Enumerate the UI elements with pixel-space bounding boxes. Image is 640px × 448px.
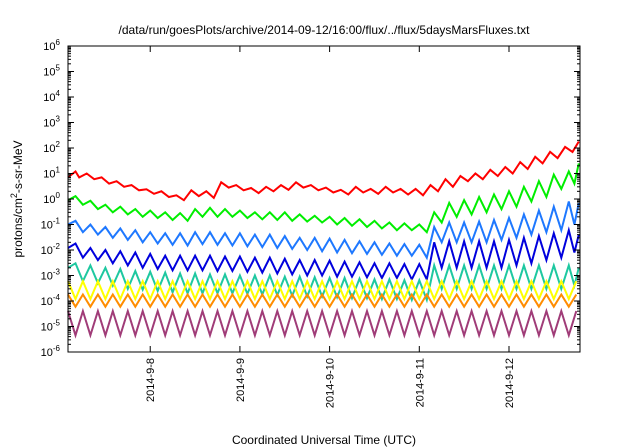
x-tick-label: 2014-9-11 [414,358,426,407]
series-line-8 [67,307,578,339]
y-tick-label-exponent: 4 [56,89,61,98]
series-line-4 [67,226,580,283]
series-line-2 [67,163,580,235]
y-tick-label: 105 [43,64,60,79]
y-tick-label: 10-5 [41,319,61,334]
y-tick-label: 103 [43,115,60,130]
y-tick-label: 101 [43,166,60,181]
series-line-3 [67,201,580,261]
y-tick-label: 10-4 [41,293,61,308]
series-line-5 [67,261,580,304]
series-line-6 [67,278,578,302]
y-tick-label-base: 10 [43,67,55,79]
y-tick-label-exponent: 6 [56,38,61,47]
x-tick-label: 2014-9-9 [235,358,247,402]
y-tick-label-base: 10 [43,118,55,130]
y-tick-label-base: 10 [43,194,55,206]
y-tick-label: 102 [43,140,60,155]
y-tick-label-base: 10 [43,169,55,181]
series-line-1 [67,140,580,202]
x-tick-label: 2014-9-12 [504,358,516,408]
y-tick-label-exponent: -6 [53,344,61,353]
y-axis: 10-610-510-410-310-210-11001011021031041… [41,38,580,359]
y-tick-label-base: 10 [43,143,55,155]
y-tick-label-exponent: 3 [56,115,61,124]
y-axis-label-superscript: 2 [9,193,19,198]
x-axis: 2014-9-8 2014-9-9 2014-9-10 2014-9-11 2014-9… [145,46,516,408]
y-axis-label-prefix: protons/cm [11,198,25,257]
y-tick-label: 104 [43,89,60,104]
plot-frame [67,45,581,353]
series-line-7 [67,292,578,309]
y-tick-label-base: 10 [41,347,53,359]
x-tick-label: 2014-9-8 [145,358,157,402]
x-axis-label: Coordinated Universal Time (UTC) [232,433,416,447]
y-tick-label: 10-6 [41,344,61,359]
y-tick-label: 106 [43,38,60,53]
y-tick-label-exponent: 5 [56,64,61,73]
y-tick-label-exponent: -4 [53,293,61,302]
y-tick-label-base: 10 [43,92,55,104]
y-tick-label: 10-3 [41,268,61,283]
y-tick-label-base: 10 [43,41,55,53]
y-tick-label-base: 10 [41,245,53,257]
series-layer [67,140,580,339]
y-tick-label: 10-1 [41,217,61,232]
y-tick-label-exponent: 1 [56,166,61,175]
y-tick-label-exponent: 0 [56,191,61,200]
y-tick-label: 10-2 [41,242,61,257]
y-tick-label-base: 10 [41,296,53,308]
y-axis-label: protons/cm2-s-sr-MeV [9,140,25,257]
y-tick-label-exponent: 2 [56,140,61,149]
y-tick-label-base: 10 [41,322,53,334]
x-tick-label: 2014-9-10 [325,358,337,408]
y-tick-label-base: 10 [41,271,53,283]
y-tick-label-exponent: -2 [53,242,61,251]
y-tick-label-exponent: -5 [53,319,61,328]
y-tick-label-exponent: -3 [53,268,61,277]
y-tick-label-exponent: -1 [53,217,61,226]
y-tick-label: 100 [43,191,60,206]
chart-title: /data/run/goesPlots/archive/2014-09-12/1… [119,23,531,37]
y-axis-label-suffix: -s-sr-MeV [11,140,25,193]
y-tick-label-base: 10 [41,220,53,232]
